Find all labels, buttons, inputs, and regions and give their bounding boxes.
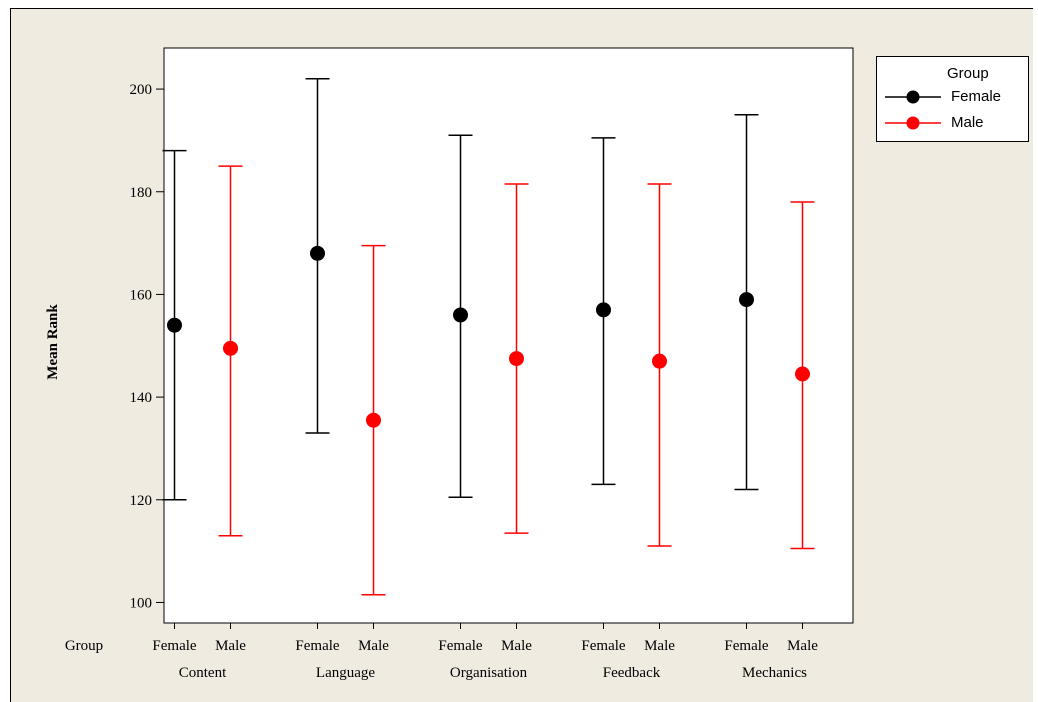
mean-point xyxy=(223,340,238,356)
y-axis: 100 120 140 160 180 200 xyxy=(130,82,164,611)
x-group-label: Female xyxy=(295,638,339,654)
y-tick-label: 120 xyxy=(130,493,153,509)
y-tick-label: 140 xyxy=(130,390,153,406)
x-group-label: Female xyxy=(438,638,482,654)
mean-point xyxy=(795,366,810,382)
plot-area xyxy=(163,47,854,624)
legend-item-female: Female xyxy=(885,87,1025,107)
x-category-label: Feedback xyxy=(603,665,661,681)
legend-label-female: Female xyxy=(951,88,1002,105)
x-group-label: Male xyxy=(501,638,532,654)
y-tick-label: 180 xyxy=(130,185,153,201)
x-group-label: Female xyxy=(581,638,625,654)
legend-swatch-male xyxy=(885,116,941,130)
mean-point xyxy=(310,245,325,261)
x-group-label: Male xyxy=(358,638,389,654)
x-group-prefix: Group xyxy=(65,638,103,654)
y-tick-label: 160 xyxy=(130,287,153,303)
x-category-label: Language xyxy=(316,665,375,681)
x-category-label: Content xyxy=(179,665,227,681)
y-tick-label: 100 xyxy=(130,595,153,611)
y-axis-label: Mean Rank xyxy=(45,304,61,380)
legend: Group Female Male xyxy=(876,56,1029,142)
mean-point xyxy=(509,351,524,367)
mean-point xyxy=(167,317,182,333)
chart-marks xyxy=(162,78,815,596)
mean-point xyxy=(652,353,667,369)
mean-point xyxy=(453,307,468,323)
legend-title: Group xyxy=(947,65,989,82)
y-tick-label: 200 xyxy=(130,82,153,98)
legend-item-male: Male xyxy=(885,113,1025,133)
x-axis: Female Male Content Female Male Language Femal… xyxy=(152,623,818,681)
legend-label-male: Male xyxy=(951,114,984,131)
x-category-label: Organisation xyxy=(450,665,528,681)
x-group-label: Female xyxy=(152,638,196,654)
mean-point xyxy=(366,412,381,428)
mean-point xyxy=(739,292,754,308)
x-group-label: Male xyxy=(787,638,818,654)
mean-point xyxy=(596,302,611,318)
x-category-label: Mechanics xyxy=(742,665,807,681)
x-group-label: Female xyxy=(724,638,768,654)
x-group-label: Male xyxy=(644,638,675,654)
x-group-label: Male xyxy=(215,638,246,654)
legend-swatch-female xyxy=(885,90,941,104)
